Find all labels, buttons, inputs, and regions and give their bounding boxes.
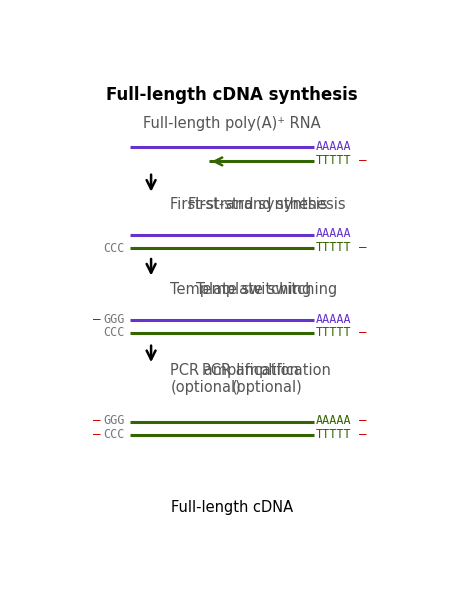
Text: —: — [359, 415, 366, 427]
Text: First-strand synthesis: First-strand synthesis [170, 197, 327, 212]
Text: Full-length poly(A)⁺ RNA: Full-length poly(A)⁺ RNA [143, 116, 320, 131]
Text: —: — [359, 427, 366, 441]
Text: TTTTT: TTTTT [315, 326, 350, 339]
Text: CCC: CCC [103, 326, 124, 339]
Text: Template switching: Template switching [196, 282, 336, 297]
Text: CCC: CCC [103, 427, 124, 441]
Text: First-strand synthesis: First-strand synthesis [188, 197, 345, 212]
Text: —: — [359, 154, 366, 167]
Text: TTTTT: TTTTT [315, 427, 350, 441]
Text: —: — [359, 240, 366, 253]
Text: PCR amplification
(optional): PCR amplification (optional) [202, 363, 331, 395]
Text: GGG: GGG [103, 415, 124, 427]
Text: —: — [359, 326, 366, 339]
Text: —: — [93, 312, 100, 325]
Text: Full-length cDNA synthesis: Full-length cDNA synthesis [106, 85, 357, 104]
Text: AAAAA: AAAAA [315, 228, 350, 240]
Text: Full-length cDNA: Full-length cDNA [170, 499, 292, 515]
Text: AAAAA: AAAAA [315, 415, 350, 427]
Text: —: — [93, 415, 100, 427]
Text: AAAAA: AAAAA [315, 140, 350, 153]
Text: Template switching: Template switching [170, 282, 311, 297]
Text: AAAAA: AAAAA [315, 312, 350, 325]
Text: GGG: GGG [103, 312, 124, 325]
Text: TTTTT: TTTTT [315, 154, 350, 167]
Text: PCR amplification
(optional): PCR amplification (optional) [170, 363, 299, 395]
Text: TTTTT: TTTTT [315, 240, 350, 253]
Text: CCC: CCC [103, 242, 124, 255]
Text: —: — [93, 427, 100, 441]
